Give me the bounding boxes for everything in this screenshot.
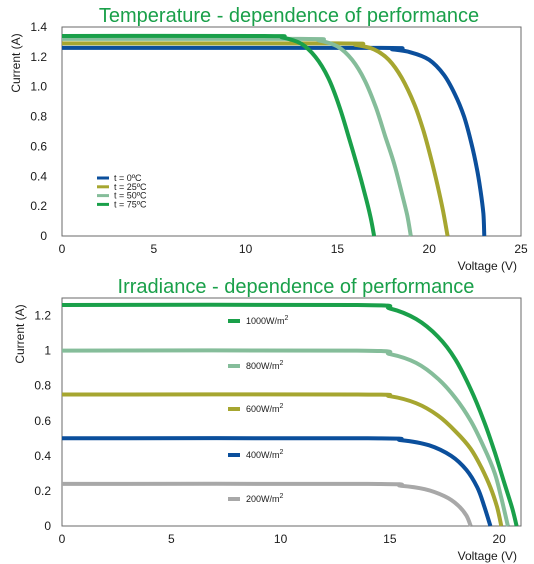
y-tick-label: 0 bbox=[44, 519, 51, 533]
y-axis-label: Current (A) bbox=[13, 304, 27, 363]
y-tick-label: 0.6 bbox=[30, 139, 47, 153]
y-tick-label: 0 bbox=[40, 229, 47, 243]
legend-label-exponent: 2 bbox=[280, 449, 284, 456]
x-tick-label: 0 bbox=[59, 242, 66, 256]
plot-frame bbox=[61, 26, 522, 237]
x-tick-label: 20 bbox=[492, 532, 506, 546]
legend-label: t = 0ºC bbox=[114, 173, 142, 183]
chart-title: Irradiance - dependence of performance bbox=[118, 276, 475, 298]
legend-label-exponent: 2 bbox=[280, 403, 284, 410]
legend-label-exponent: 2 bbox=[280, 360, 284, 367]
series-line-4 bbox=[61, 33, 377, 237]
y-tick-label: 0.2 bbox=[30, 199, 47, 213]
x-tick-label: 20 bbox=[423, 242, 437, 256]
y-tick-label: 0.4 bbox=[34, 449, 51, 463]
legend-label: t = 50ºC bbox=[114, 191, 147, 201]
y-tick-label: 0.8 bbox=[30, 110, 47, 124]
x-tick-label: 5 bbox=[150, 242, 157, 256]
y-tick-label: 0.8 bbox=[34, 379, 51, 393]
x-axis-label: Voltage (V) bbox=[458, 259, 517, 273]
x-tick-label: 10 bbox=[239, 242, 253, 256]
series-line-4 bbox=[61, 436, 493, 527]
plot-frame bbox=[61, 297, 522, 527]
series-line-1 bbox=[61, 45, 487, 237]
y-tick-label: 0.6 bbox=[34, 414, 51, 428]
x-tick-label: 0 bbox=[59, 532, 66, 546]
legend-label-exponent: 2 bbox=[285, 315, 289, 322]
legend-label: 400W/m2 bbox=[246, 449, 284, 460]
y-tick-label: 0.2 bbox=[34, 484, 51, 498]
series-line-5 bbox=[61, 481, 473, 527]
y-tick-label: 1 bbox=[44, 344, 51, 358]
y-tick-label: 1.2 bbox=[34, 309, 51, 323]
legend-label: 1000W/m2 bbox=[246, 315, 289, 326]
legend-item: 600W/m2 bbox=[228, 403, 284, 414]
legend-label: 600W/m2 bbox=[246, 403, 284, 414]
x-axis-label: Voltage (V) bbox=[458, 549, 517, 563]
legend-item: 1000W/m2 bbox=[228, 315, 289, 326]
series-line-1 bbox=[61, 302, 519, 527]
y-axis-label: Current (A) bbox=[9, 33, 23, 92]
legend-label: t = 75ºC bbox=[114, 199, 147, 209]
y-tick-label: 1.0 bbox=[30, 80, 47, 94]
x-tick-label: 10 bbox=[274, 532, 288, 546]
x-tick-label: 15 bbox=[331, 242, 345, 256]
legend-item: 400W/m2 bbox=[228, 449, 284, 460]
x-tick-label: 25 bbox=[514, 242, 528, 256]
legend-label: t = 25ºC bbox=[114, 182, 147, 192]
series-line-2 bbox=[61, 41, 450, 237]
series-line-2 bbox=[61, 348, 510, 527]
x-tick-label: 5 bbox=[168, 532, 175, 546]
chart-1: Temperature - dependence of performance C… bbox=[9, 5, 528, 273]
chart-2: Irradiance - dependence of performance Cu… bbox=[13, 276, 522, 563]
x-tick-label: 15 bbox=[383, 532, 397, 546]
y-tick-label: 1.4 bbox=[30, 20, 47, 34]
chart-title: Temperature - dependence of performance bbox=[99, 5, 479, 27]
y-tick-label: 0.4 bbox=[30, 169, 47, 183]
series-line-3 bbox=[61, 36, 413, 237]
series-line-3 bbox=[61, 392, 504, 527]
legend-label: 800W/m2 bbox=[246, 360, 284, 371]
legend-item: 800W/m2 bbox=[228, 360, 284, 371]
y-tick-label: 1.2 bbox=[30, 50, 47, 64]
legend-label: 200W/m2 bbox=[246, 493, 284, 504]
legend-label-exponent: 2 bbox=[280, 493, 284, 500]
legend-item: 200W/m2 bbox=[228, 493, 284, 504]
